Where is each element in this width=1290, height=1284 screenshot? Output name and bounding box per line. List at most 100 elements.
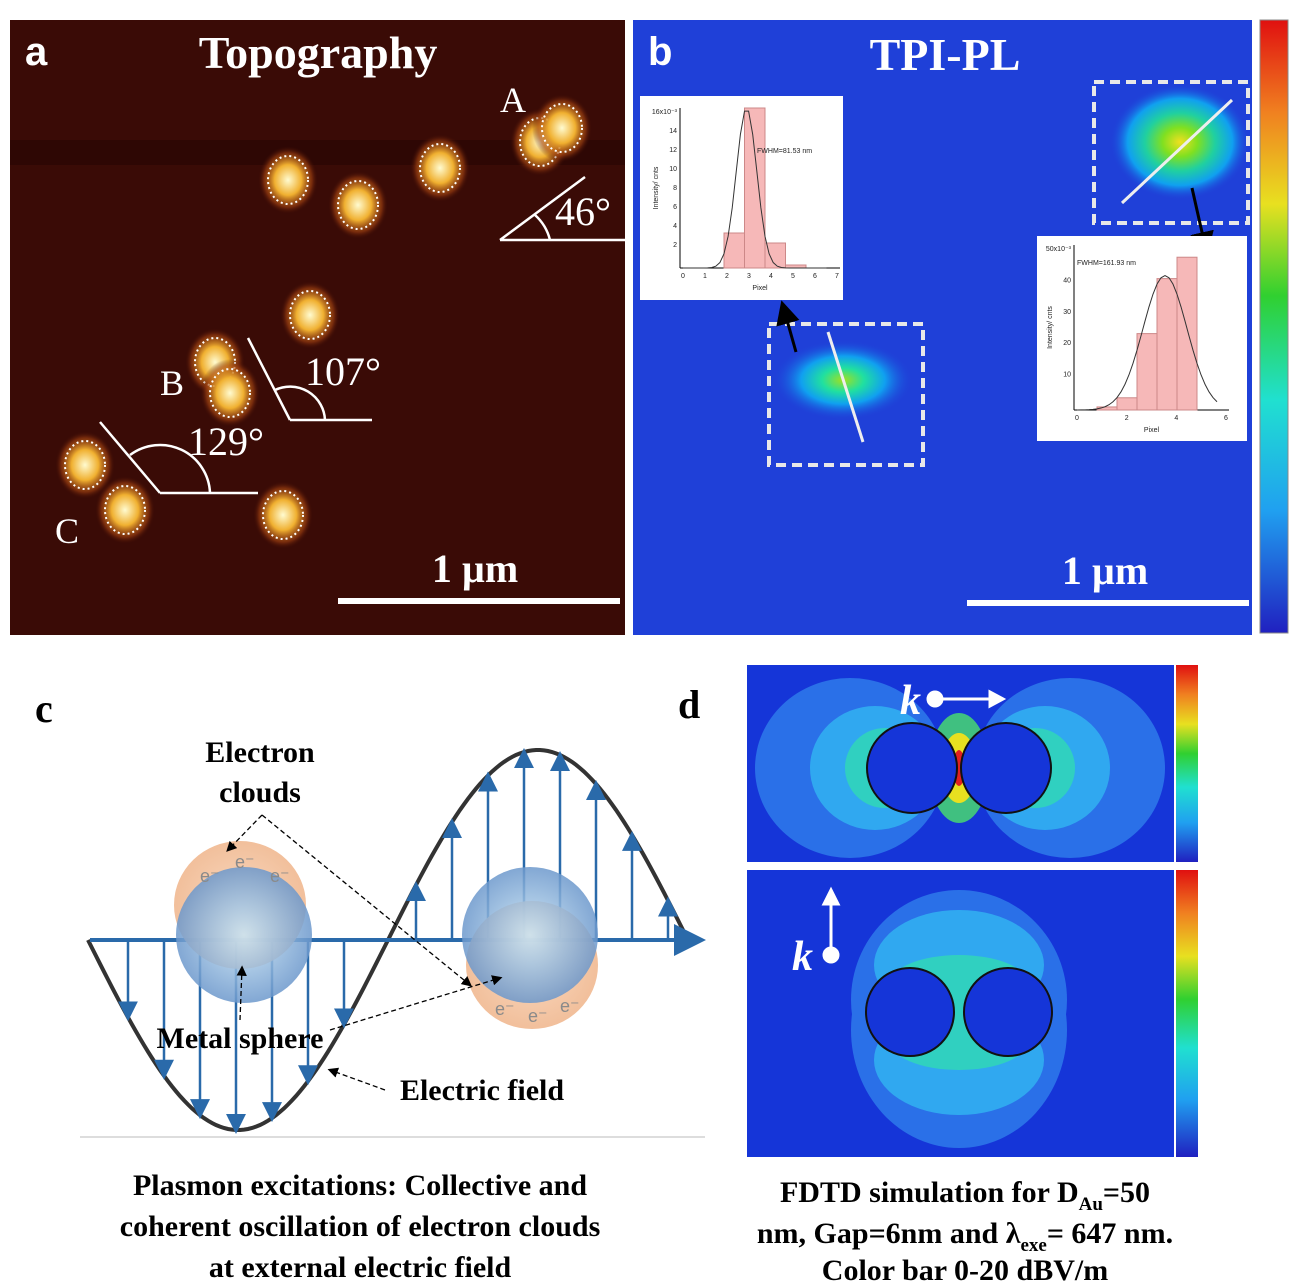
histogram-bar xyxy=(1116,397,1138,411)
particle-label: B xyxy=(160,363,184,403)
histogram-bar xyxy=(1176,256,1198,411)
annotation: FWHM=81.53 nm xyxy=(757,148,812,155)
scale-bar xyxy=(338,598,620,604)
particle-outline xyxy=(104,485,146,535)
annotation: clouds xyxy=(219,776,301,809)
color-bar xyxy=(1259,19,1289,634)
particle-outline xyxy=(267,155,309,205)
electron: e⁻ xyxy=(270,866,290,886)
electron: e⁻ xyxy=(560,996,580,1016)
x-tick-label: 6 xyxy=(1224,415,1228,422)
y-tick-label: 4 xyxy=(673,223,677,230)
caption-text: FDTD simulation for D xyxy=(780,1176,1079,1209)
y-axis-label: Intensity/ cnts xyxy=(1047,306,1054,349)
particle-label: C xyxy=(55,511,79,551)
panel-label: b xyxy=(648,30,672,74)
y-tick-label: 14 xyxy=(669,128,677,135)
histogram-bar xyxy=(764,242,786,269)
pl-spot xyxy=(1110,84,1250,200)
histogram-bar xyxy=(744,107,766,269)
histogram-bar xyxy=(1136,333,1158,411)
particle-outline xyxy=(419,143,461,193)
caption-text: nm, Gap=6nm and λ xyxy=(757,1217,1021,1250)
panel-label: d xyxy=(678,682,700,727)
k-arrows xyxy=(821,689,1007,964)
angle-label: 129° xyxy=(188,419,264,464)
inset-histogram: 0 1 2 3 4 5 6 716x10⁻³1412108642PixelIntensity/… xyxy=(640,96,843,300)
y-tick-label: 8 xyxy=(673,185,677,192)
caption: Plasmon excitations: Collective and xyxy=(133,1169,587,1202)
fit-curve xyxy=(683,110,827,269)
metal-sphere xyxy=(462,867,598,1003)
y-tick-label: 30 xyxy=(1063,309,1071,316)
scale-bar-label: 1 µm xyxy=(432,546,518,591)
caption: at external electric field xyxy=(209,1251,512,1284)
annotation: Electric field xyxy=(400,1074,564,1107)
annotation: Metal sphere xyxy=(157,1022,324,1055)
y-tick-label: 10 xyxy=(669,166,677,173)
caption-subscript: Au xyxy=(1079,1194,1104,1215)
electron: e⁻ xyxy=(200,866,220,886)
caption: Color bar 0-20 dBV/m xyxy=(822,1254,1108,1284)
scale-bar-label: 1 µm xyxy=(1062,548,1148,593)
caption: nm, Gap=6nm and λexe= 647 nm. xyxy=(757,1217,1173,1256)
particle-outline xyxy=(337,180,379,230)
particle-label: A xyxy=(500,80,526,120)
panel-label: a xyxy=(25,30,48,74)
x-tick-label: 2 xyxy=(725,273,729,280)
y-tick-label: 10 xyxy=(1063,372,1071,379)
particle-outline xyxy=(262,490,304,540)
particles xyxy=(55,94,592,549)
fit-curve xyxy=(1076,274,1218,411)
particle-outline xyxy=(541,103,583,153)
scale-bar xyxy=(967,600,1249,606)
dashed-boxes xyxy=(767,80,1250,467)
y-axis-label: Intensity/ cnts xyxy=(653,166,660,209)
histogram-bar xyxy=(1156,278,1178,411)
x-tick-label: 7 xyxy=(835,273,839,280)
x-tick-label: 4 xyxy=(1174,415,1178,422)
particle-outline xyxy=(209,368,251,418)
caption-subscript: exe xyxy=(1020,1235,1046,1256)
wave-vector-label: k xyxy=(792,934,813,980)
electron: e⁻ xyxy=(235,852,255,872)
caption-text: =50 xyxy=(1103,1176,1150,1209)
x-axis-label: Pixel xyxy=(1144,427,1160,434)
metal-sphere xyxy=(176,867,312,1003)
angle-lines xyxy=(99,175,625,495)
annotation: FWHM=161.93 nm xyxy=(1077,260,1136,267)
caption: coherent oscillation of electron clouds xyxy=(120,1210,601,1243)
profile-lines xyxy=(826,98,1234,443)
inset-histogram: 0 2 4 6 50x10⁻³ 40 30 20 10 Pixel Intensity/ cnts F… xyxy=(1037,236,1247,441)
field-map-bottom xyxy=(747,870,1198,1157)
wave-vector-label: k xyxy=(900,678,921,724)
x-tick-label: 5 xyxy=(791,273,795,280)
y-tick-label: 40 xyxy=(1063,277,1071,284)
annotation: Electron xyxy=(205,736,315,769)
particle-outline xyxy=(64,440,106,490)
y-tick-label: 50x10⁻³ xyxy=(1046,246,1072,253)
pointer-lines xyxy=(226,814,503,1091)
electron: e⁻ xyxy=(495,999,515,1019)
field-map-top xyxy=(747,665,1198,862)
x-axis-label: Pixel xyxy=(752,285,768,292)
y-tick-label: 12 xyxy=(669,147,677,154)
particle-outline xyxy=(289,290,331,340)
panel-title: Topography xyxy=(199,27,438,78)
caption: FDTD simulation for DAu=50 xyxy=(780,1176,1150,1215)
angle-label: 46° xyxy=(555,189,611,234)
x-tick-label: 6 xyxy=(813,273,817,280)
histogram-bar xyxy=(723,232,745,269)
panel-label: c xyxy=(35,686,53,731)
x-tick-label: 1 xyxy=(703,273,707,280)
x-tick-label: 4 xyxy=(769,273,773,280)
angle-label: 107° xyxy=(305,349,381,394)
x-tick-label: 2 xyxy=(1125,415,1129,422)
y-tick-label: 16x10⁻³ xyxy=(652,109,678,116)
electron: e⁻ xyxy=(528,1006,548,1026)
y-tick-label: 2 xyxy=(673,242,677,249)
x-tick-label: 3 xyxy=(747,273,751,280)
x-tick-label: 0 xyxy=(1075,415,1079,422)
panel-title: TPI-PL xyxy=(870,29,1021,80)
